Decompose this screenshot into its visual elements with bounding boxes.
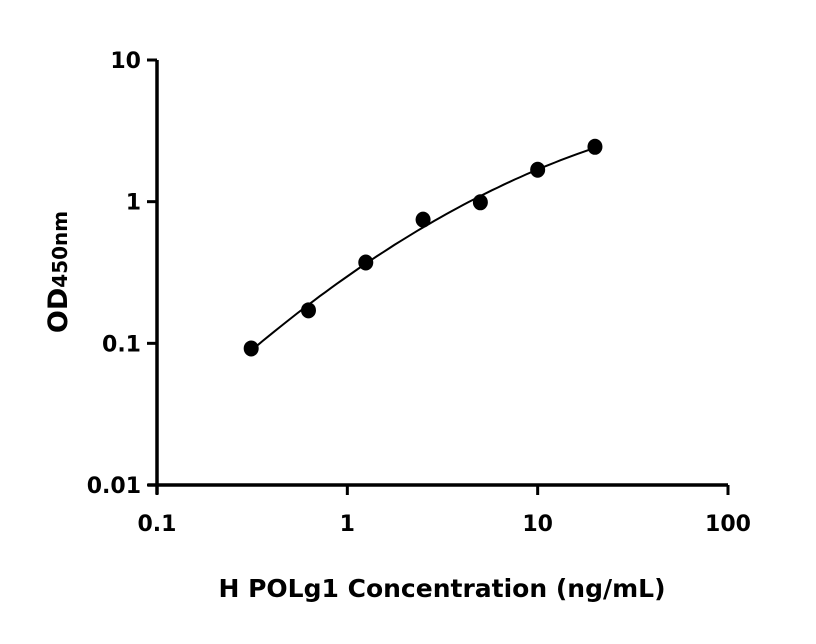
x-tick-label: 1 (340, 512, 355, 537)
y-tick-label: 0.1 (102, 332, 141, 357)
y-tick-label: 1 (126, 191, 141, 216)
x-axis-label: H POLg1 Concentration (ng/mL) (218, 574, 665, 603)
fit-curve (250, 146, 596, 352)
axes: 0.1 1 10 100 0.01 0.1 1 10 (87, 49, 751, 537)
y-axis-label-sub: 450nm (48, 211, 72, 288)
data-point (300, 302, 316, 319)
y-tick-label: 0.01 (87, 474, 141, 499)
y-axis-label: OD450nm (43, 211, 74, 333)
x-tick-label: 10 (522, 512, 553, 537)
data-point (243, 340, 259, 357)
x-tick-label: 100 (705, 512, 751, 537)
data-point (472, 194, 488, 211)
y-tick-label: 10 (110, 49, 141, 74)
marks (243, 138, 603, 357)
y-axis-label-main: OD (43, 288, 74, 333)
data-point (530, 161, 546, 178)
x-tick-label: 0.1 (138, 512, 177, 537)
data-point (358, 254, 374, 271)
data-point (415, 211, 431, 228)
data-point (587, 138, 603, 155)
